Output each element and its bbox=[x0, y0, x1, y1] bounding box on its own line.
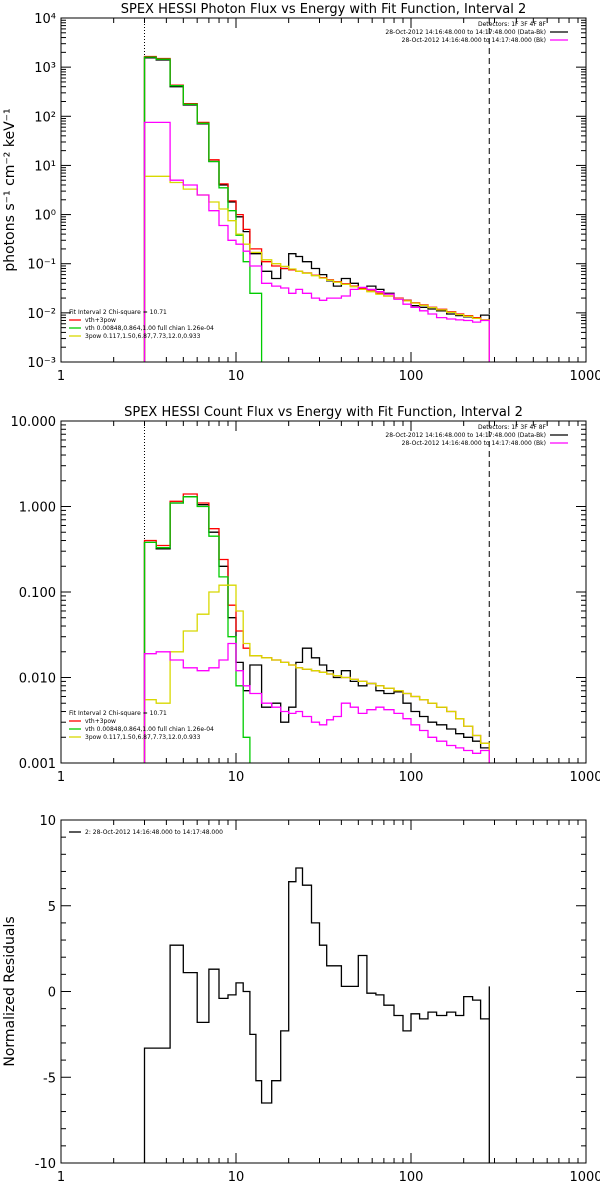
info-label: 28-Oct-2012 14:16:48.000 to 14:17:48.000… bbox=[402, 440, 546, 447]
y-tick-label: 0.100 bbox=[19, 586, 56, 601]
legend-entry: vth 0.00848,0.864,1.00 full chian 1.26e-… bbox=[85, 325, 214, 332]
y-axis-label: photons s⁻¹ cm⁻² keV⁻¹ bbox=[2, 108, 18, 271]
info-label: 28-Oct-2012 14:16:48.000 to 14:17:48.000… bbox=[385, 432, 546, 439]
y-tick-label: 10 bbox=[39, 814, 56, 829]
y-axis-label: Normalized Residuals bbox=[2, 916, 18, 1066]
y-tick-label: 0.010 bbox=[19, 672, 56, 687]
series-line-1 bbox=[143, 55, 490, 362]
x-tick-label: 10 bbox=[228, 1170, 245, 1185]
series-line-3 bbox=[143, 584, 490, 763]
info-label: Detectors: 1F 3F 4F 8F bbox=[478, 424, 547, 431]
series-line-3 bbox=[143, 175, 490, 362]
x-tick-label: 10 bbox=[228, 369, 245, 384]
y-tick-label: 10⁻² bbox=[27, 307, 56, 322]
chart-panel-1: SPEX HESSI Photon Flux vs Energy with Fi… bbox=[2, 2, 600, 384]
series-line-2 bbox=[143, 496, 263, 763]
legend-entry: 3pow 0.117,1.50,6.87,7.73,12.0,0.933 bbox=[85, 333, 201, 340]
x-tick-label: 1 bbox=[57, 1170, 65, 1185]
x-tick-label: 10 bbox=[228, 770, 245, 785]
legend-header: Fit Interval 2 Chi-square = 10.71 bbox=[69, 309, 167, 316]
y-tick-label: 10¹ bbox=[34, 159, 56, 174]
y-tick-label: 10⁴ bbox=[34, 12, 56, 27]
series-line-0 bbox=[143, 867, 490, 1163]
x-tick-label: 1 bbox=[57, 369, 65, 384]
x-tick-label: 1000 bbox=[569, 1170, 600, 1185]
y-tick-label: -5 bbox=[43, 1071, 56, 1086]
y-tick-label: 10² bbox=[34, 110, 56, 125]
plot-frame bbox=[60, 17, 587, 363]
x-tick-label: 100 bbox=[399, 1170, 424, 1185]
y-tick-label: 5 bbox=[48, 900, 56, 915]
y-tick-label: 10³ bbox=[34, 61, 56, 76]
chart-title: SPEX HESSI Count Flux vs Energy with Fit… bbox=[124, 405, 523, 420]
legend-entry: vth+3pow bbox=[85, 317, 116, 324]
legend-entry: 3pow 0.117,1.50,6.87,7.73,12.0,0.933 bbox=[85, 734, 201, 741]
x-tick-label: 1000 bbox=[569, 369, 600, 384]
y-tick-label: 10⁻¹ bbox=[27, 258, 56, 273]
plot-frame bbox=[60, 420, 587, 764]
y-tick-label: 1.000 bbox=[19, 501, 56, 516]
chart-title: SPEX HESSI Photon Flux vs Energy with Fi… bbox=[121, 2, 527, 17]
legend-entry: vth+3pow bbox=[85, 718, 116, 725]
info-label: Detectors: 1F 3F 4F 8F bbox=[478, 21, 547, 28]
series-line-4 bbox=[143, 642, 490, 763]
legend-header: Fit Interval 2 Chi-square = 10.71 bbox=[69, 710, 167, 717]
x-tick-label: 1 bbox=[57, 770, 65, 785]
chart-panel-2: SPEX HESSI Count Flux vs Energy with Fit… bbox=[11, 405, 600, 785]
y-tick-label: 10⁰ bbox=[34, 209, 56, 224]
y-tick-label: 10⁻³ bbox=[27, 356, 56, 371]
x-tick-label: 100 bbox=[399, 770, 424, 785]
info-label: 28-Oct-2012 14:16:48.000 to 14:17:48.000… bbox=[402, 37, 546, 44]
chart-panel-3: Normalized Residuals 1 10 100 1000 10 5 0 -5 -10 2… bbox=[2, 814, 600, 1185]
series-line-4 bbox=[143, 121, 490, 362]
y-tick-label: 0.001 bbox=[19, 757, 56, 772]
y-tick-label: -10 bbox=[35, 1157, 56, 1172]
y-tick-label: 10.000 bbox=[11, 415, 57, 430]
series-line-2 bbox=[143, 56, 263, 362]
series-line-0 bbox=[143, 496, 490, 763]
legend-entry: 2: 28-Oct-2012 14:16:48.000 to 14:17:48.… bbox=[85, 829, 223, 836]
y-tick-label: 0 bbox=[48, 986, 56, 1001]
x-tick-label: 1000 bbox=[569, 770, 600, 785]
legend-entry: vth 0.00848,0.864,1.00 full chian 1.26e-… bbox=[85, 726, 214, 733]
plot-frame bbox=[60, 819, 587, 1164]
x-tick-label: 100 bbox=[399, 369, 424, 384]
info-label: 28-Oct-2012 14:16:48.000 to 14:17:48.000… bbox=[385, 29, 546, 36]
